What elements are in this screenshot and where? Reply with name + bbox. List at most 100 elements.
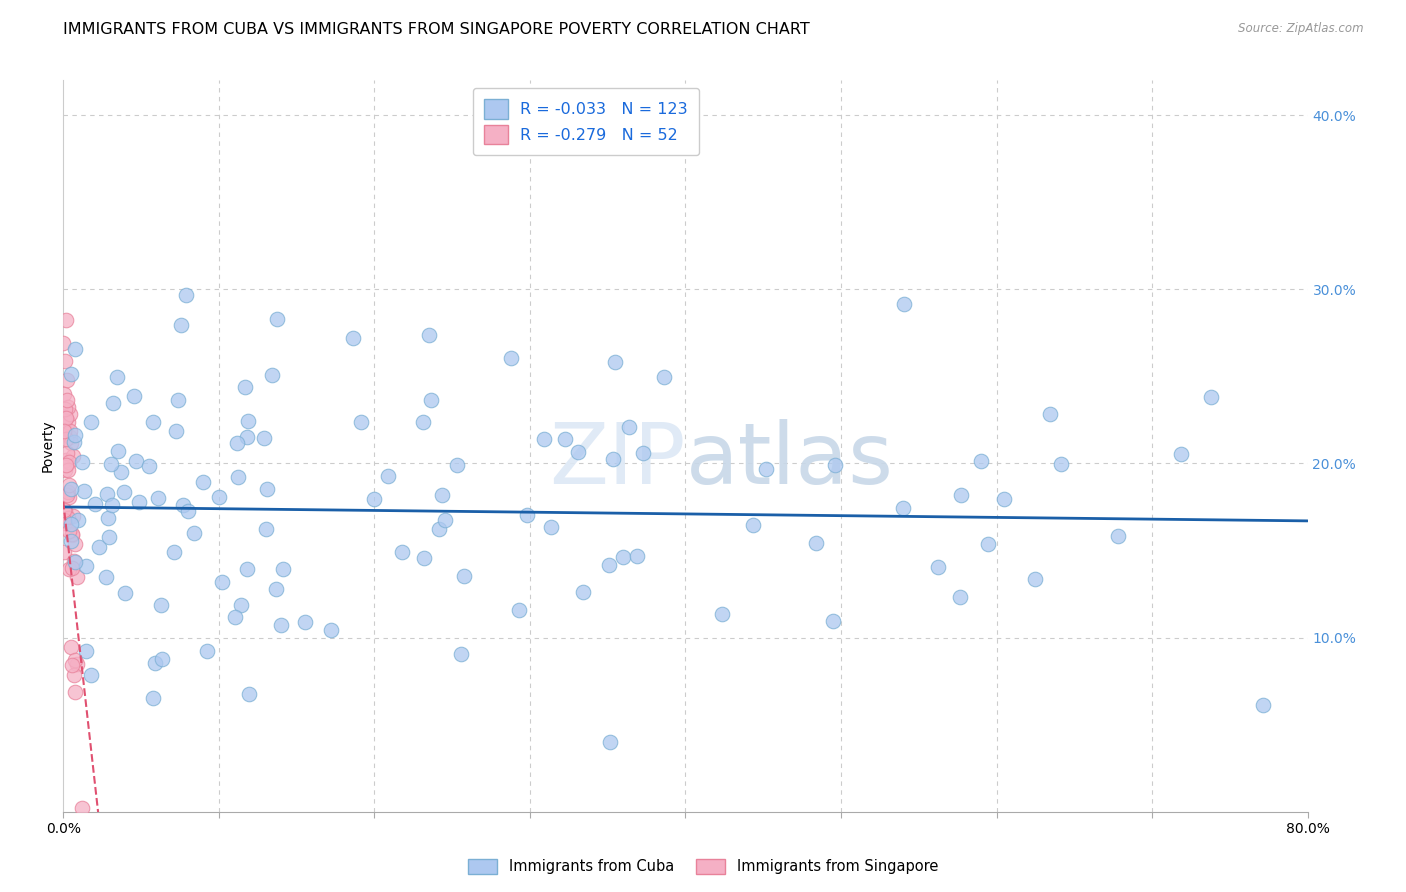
Point: [66, 657, 89, 671]
Point: [59, 430, 82, 444]
Point: [419, 392, 441, 407]
Point: [65, 684, 87, 698]
Point: [55, 392, 77, 407]
Point: [148, 491, 170, 505]
Point: [58, 524, 80, 538]
Point: [412, 550, 434, 565]
Point: [63, 427, 86, 442]
Legend: Immigrants from Cuba, Immigrants from Singapore: Immigrants from Cuba, Immigrants from Si…: [463, 853, 943, 880]
Point: [55, 453, 77, 467]
Point: [893, 297, 915, 311]
Point: [631, 446, 654, 460]
Text: Source: ZipAtlas.com: Source: ZipAtlas.com: [1239, 22, 1364, 36]
Point: [107, 444, 129, 458]
Point: [62, 509, 84, 524]
Point: [80, 415, 103, 429]
Point: [949, 590, 972, 604]
Point: [128, 495, 150, 509]
Point: [191, 475, 214, 489]
Point: [150, 651, 173, 665]
Point: [927, 559, 949, 574]
Point: [233, 380, 256, 394]
Point: [56, 415, 79, 429]
Point: [53, 354, 76, 368]
Point: [84, 497, 107, 511]
Point: [96, 569, 118, 583]
Point: [412, 415, 434, 429]
Point: [55, 432, 77, 446]
Point: [256, 522, 278, 536]
Point: [58, 463, 80, 477]
Point: [1201, 390, 1223, 404]
Point: [225, 435, 247, 450]
Point: [806, 536, 828, 550]
Point: [60, 435, 83, 450]
Point: [1049, 458, 1071, 472]
Point: [554, 432, 576, 446]
Point: [66, 570, 89, 584]
Point: [58, 455, 80, 469]
Point: [97, 530, 120, 544]
Point: [114, 586, 136, 600]
Point: [321, 623, 343, 637]
Point: [58, 562, 80, 576]
Point: [238, 414, 260, 428]
Point: [62, 435, 84, 450]
Point: [53, 504, 76, 518]
Point: [60, 561, 83, 575]
Point: [949, 488, 972, 502]
Point: [446, 458, 468, 473]
Point: [55, 313, 77, 327]
Point: [626, 549, 648, 563]
Point: [174, 288, 197, 302]
Point: [266, 311, 288, 326]
Point: [391, 544, 413, 558]
Point: [103, 396, 125, 410]
Point: [571, 585, 593, 599]
Point: [516, 508, 538, 523]
Point: [993, 492, 1015, 507]
Y-axis label: Poverty: Poverty: [41, 420, 55, 472]
Legend: R = -0.033   N = 123, R = -0.279   N = 52: R = -0.033 N = 123, R = -0.279 N = 52: [472, 88, 699, 155]
Point: [195, 643, 218, 657]
Point: [97, 510, 120, 524]
Point: [122, 389, 145, 403]
Point: [271, 562, 294, 576]
Point: [226, 470, 249, 484]
Point: [710, 607, 733, 621]
Point: [105, 370, 128, 384]
Point: [430, 488, 453, 502]
Point: [101, 499, 124, 513]
Point: [969, 454, 991, 468]
Point: [350, 415, 373, 429]
Point: [75, 558, 97, 573]
Point: [138, 458, 160, 473]
Text: IMMIGRANTS FROM CUBA VS IMMIGRANTS FROM SINGAPORE POVERTY CORRELATION CHART: IMMIGRANTS FROM CUBA VS IMMIGRANTS FROM …: [63, 22, 810, 37]
Point: [142, 690, 165, 705]
Point: [143, 656, 166, 670]
Point: [53, 544, 76, 558]
Point: [63, 555, 86, 569]
Point: [433, 513, 456, 527]
Point: [60, 527, 83, 541]
Point: [294, 615, 316, 630]
Point: [177, 503, 200, 517]
Point: [238, 687, 260, 701]
Point: [229, 598, 252, 612]
Point: [52, 418, 75, 433]
Point: [211, 575, 233, 590]
Point: [62, 450, 84, 464]
Point: [53, 516, 76, 531]
Point: [56, 373, 79, 387]
Point: [264, 582, 287, 596]
Point: [652, 369, 675, 384]
Point: [824, 458, 846, 472]
Point: [58, 511, 80, 525]
Point: [1251, 698, 1274, 712]
Point: [59, 424, 82, 438]
Point: [60, 368, 83, 382]
Point: [256, 482, 278, 496]
Point: [418, 327, 440, 342]
Point: [602, 451, 624, 466]
Point: [56, 401, 79, 415]
